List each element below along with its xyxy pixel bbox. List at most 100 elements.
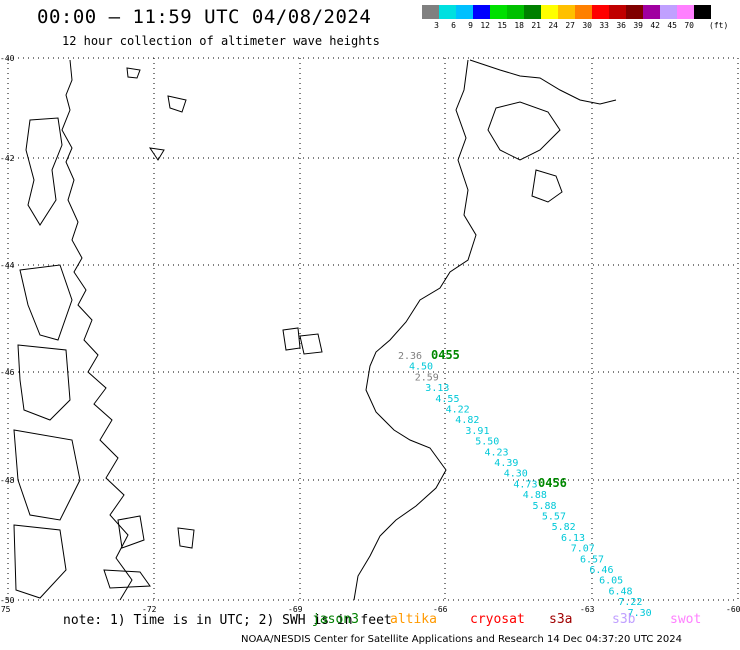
san-matias-gulf (469, 59, 617, 105)
swh-value: 4.30 (504, 469, 528, 480)
swh-value: 2.36 (398, 351, 422, 362)
legend-swatch (609, 5, 626, 19)
legend-swatch (490, 5, 507, 19)
lon-label: -72 (142, 605, 157, 614)
lat-label: -46 (0, 368, 15, 377)
satellite-name: s3a (549, 612, 573, 627)
swh-value: 7.07 (571, 544, 595, 555)
swh-value: 3.13 (425, 383, 449, 394)
footer-note: note: 1) Time is in UTC; 2) SWH is in fe… (63, 613, 392, 628)
island-small-1 (282, 327, 301, 351)
lake-small-2 (167, 95, 187, 113)
lat-label: -42 (0, 154, 15, 163)
lat-label: -40 (0, 54, 15, 63)
legend-label: 18 (514, 21, 524, 30)
legend-swatch (524, 5, 541, 19)
legend-label: 70 (684, 21, 694, 30)
archipelago-1 (19, 264, 73, 341)
altimeter-track: 2.364.502.593.134.554.224.823.915.504.23… (398, 351, 652, 619)
satellite-name: s3b (612, 612, 636, 627)
legend-swatch (456, 5, 473, 19)
legend-label: 45 (667, 21, 677, 30)
legend-swatch (422, 5, 439, 19)
swh-value: 5.50 (475, 437, 499, 448)
lon-label: -66 (433, 605, 448, 614)
legend-swatch (558, 5, 575, 19)
legend-label: 9 (468, 21, 473, 30)
swh-value: 4.39 (494, 458, 518, 469)
legend-swatch (660, 5, 677, 19)
swh-value: 5.88 (533, 501, 557, 512)
legend-label: 21 (531, 21, 541, 30)
san-jorge-gulf-edge (531, 169, 563, 203)
archipelago-2 (17, 344, 71, 421)
swh-value: 2.59 (415, 372, 439, 383)
legend-unit: (ft) (709, 21, 729, 30)
swh-value: 3.91 (465, 426, 489, 437)
legend-swatch (541, 5, 558, 19)
satellite-name: altika (390, 612, 437, 627)
legend-label: 30 (582, 21, 592, 30)
swh-value: 4.22 (446, 405, 470, 416)
swh-value: 6.57 (580, 554, 604, 565)
legend-swatch (677, 5, 694, 19)
coastline (13, 59, 617, 601)
lat-label: -48 (0, 476, 15, 485)
legend-label: 33 (599, 21, 609, 30)
color-legend-labels: 3 6 9 12 15 18 21 24 27 30 33 36 39 42 45 70 (422, 21, 694, 30)
lat-lon-grid: -40 -42 -44 -46 -48 -50-75 -72 -69 -66 -63 -60 (0, 54, 740, 614)
lon-label: -75 (0, 605, 11, 614)
legend-swatch (626, 5, 643, 19)
lake-small-1 (126, 67, 141, 79)
swh-value: 4.73 (513, 479, 537, 490)
legend-swatch (473, 5, 490, 19)
chile-coast (61, 59, 133, 601)
legend-label: 36 (616, 21, 626, 30)
archipelago-4 (13, 524, 67, 599)
satellite-name: jason3 (312, 612, 359, 627)
island-small-2 (299, 333, 323, 355)
swh-value: 4.50 (409, 362, 433, 373)
lake-small-3 (148, 147, 165, 161)
legend-label: 27 (565, 21, 575, 30)
satellite-name: cryosat (470, 612, 525, 627)
swh-value: 5.57 (542, 512, 566, 523)
inland-lake-3 (177, 527, 195, 549)
legend-swatch (643, 5, 660, 19)
legend-label: 3 (434, 21, 439, 30)
legend-label: 39 (633, 21, 643, 30)
legend-label: 42 (650, 21, 660, 30)
swh-value: 4.23 (485, 447, 509, 458)
legend-swatch (507, 5, 524, 19)
map-subtitle: 12 hour collection of altimeter wave hei… (62, 34, 380, 48)
lon-label: -69 (288, 605, 303, 614)
time-mark: 0456 (538, 476, 567, 490)
credit-line: NOAA/NESDIS Center for Satellite Applica… (241, 634, 683, 645)
satellite-name: swot (670, 612, 702, 627)
inland-lake-2 (103, 569, 151, 589)
lat-label: -50 (0, 596, 15, 605)
swh-value: 7.22 (618, 597, 642, 608)
color-legend (422, 5, 711, 19)
swh-value: 6.46 (589, 565, 613, 576)
swh-value: 6.05 (599, 576, 623, 587)
legend-swatch (694, 5, 711, 19)
swh-value: 6.13 (561, 533, 585, 544)
swh-value: 6.48 (609, 586, 633, 597)
argentina-coast (353, 59, 477, 601)
inland-lake-1 (117, 515, 145, 549)
legend-label: 12 (480, 21, 490, 30)
lon-label: -60 (726, 605, 740, 614)
swh-value: 4.82 (455, 415, 479, 426)
legend-swatch (592, 5, 609, 19)
lat-label: -44 (0, 261, 15, 270)
archipelago-3 (13, 429, 81, 521)
swh-value: 4.88 (523, 490, 547, 501)
swh-value: 5.82 (552, 522, 576, 533)
valdes-peninsula (487, 101, 561, 161)
map-title: 00:00 – 11:59 UTC 04/08/2024 (37, 6, 372, 28)
chiloe-island (25, 117, 63, 226)
swh-value: 4.55 (435, 394, 459, 405)
lon-label: -63 (580, 605, 595, 614)
time-marks: 0455 0456 (431, 348, 567, 490)
